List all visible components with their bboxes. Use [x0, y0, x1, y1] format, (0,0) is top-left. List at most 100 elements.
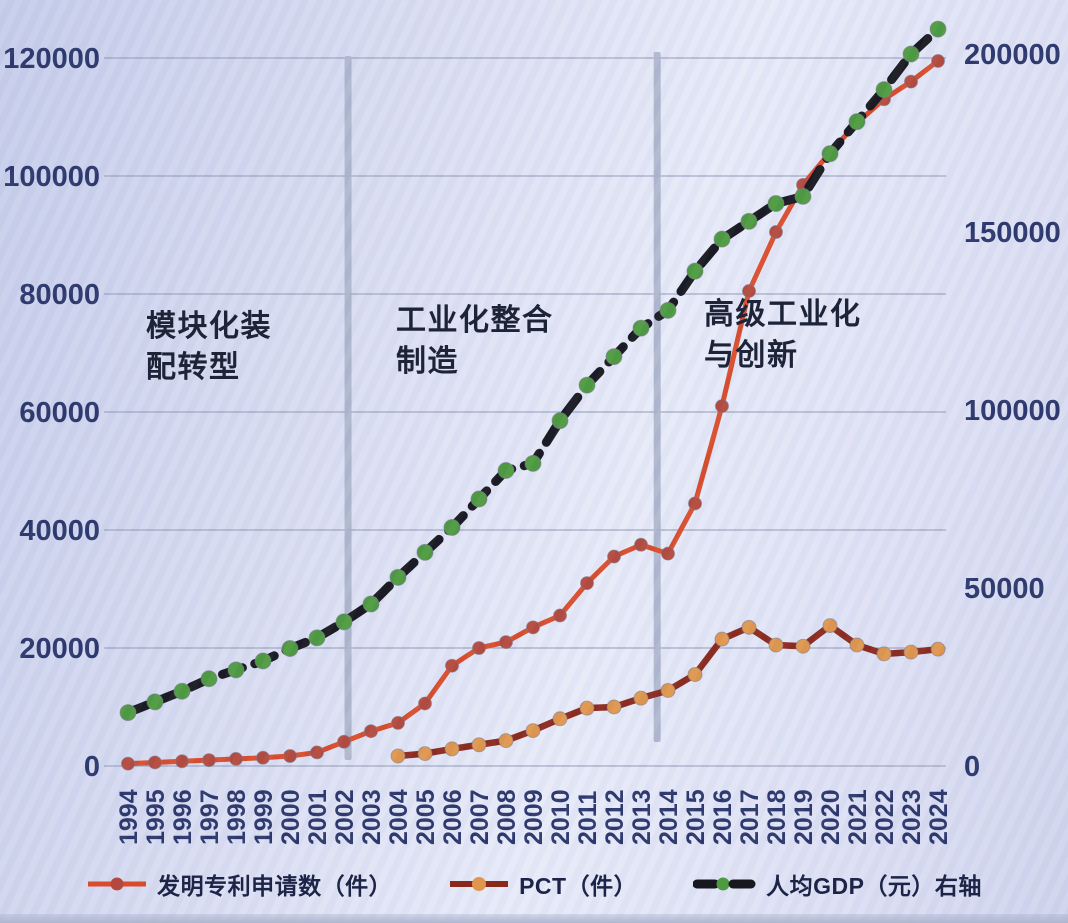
annotation-line: 与创新 [704, 339, 799, 372]
legend-dot [472, 877, 487, 891]
series-marker-gdp [470, 490, 488, 508]
series-marker-pct [714, 631, 730, 647]
series-marker-pct [498, 733, 514, 749]
series-marker-gdp [416, 543, 434, 561]
series-marker-patent [580, 576, 594, 591]
series-marker-pct [741, 619, 757, 635]
series-marker-gdp [308, 629, 326, 647]
series-marker-patent [418, 696, 432, 711]
x-axis-year-label: 2000 [277, 789, 305, 845]
x-axis-year-label: 1994 [115, 789, 143, 845]
series-marker-patent [661, 546, 675, 561]
series-marker-patent [931, 53, 945, 68]
annotation-phase-3: 高级工业化 与创新 [704, 294, 862, 376]
x-axis-year-label: 2006 [439, 789, 467, 845]
series-marker-gdp [686, 262, 704, 280]
series-marker-pct [822, 618, 838, 634]
x-axis-year-label: 2023 [898, 789, 926, 845]
x-axis-year-label: 2001 [304, 789, 332, 845]
series-marker-gdp [659, 301, 677, 319]
series-marker-pct [768, 637, 784, 653]
series-marker-patent [256, 750, 270, 765]
series-marker-patent [904, 74, 918, 89]
series-marker-patent [364, 724, 378, 739]
series-marker-gdp [713, 230, 731, 248]
series-marker-pct [552, 711, 568, 727]
x-axis-year-label: 2011 [574, 791, 602, 845]
series-marker-pct [390, 748, 406, 764]
series-marker-gdp [173, 682, 191, 700]
series-marker-pct [606, 699, 622, 715]
series-marker-gdp [875, 81, 893, 99]
series-marker-gdp [146, 693, 164, 711]
x-axis-year-label: 2019 [790, 789, 818, 845]
series-marker-pct [795, 638, 811, 654]
left-axis-tick-label: 20000 [19, 633, 100, 665]
series-marker-pct [903, 644, 919, 660]
x-axis-year-label: 2005 [412, 789, 440, 845]
series-marker-patent [121, 756, 135, 771]
x-axis-year-label: 2013 [628, 789, 656, 845]
right-axis-tick-label: 200000 [964, 39, 1061, 71]
series-marker-gdp [578, 376, 596, 394]
series-marker-pct [930, 641, 946, 657]
legend-label-pct: PCT（件） [519, 873, 638, 899]
phase-divider [344, 56, 352, 760]
series-marker-pct [633, 690, 649, 706]
series-marker-pct [444, 741, 460, 757]
x-axis-year-label: 2004 [385, 789, 413, 845]
legend-item-patent: 发明专利申请数（件） [86, 867, 392, 901]
series-marker-patent [553, 608, 567, 623]
x-axis-year-label: 1999 [250, 789, 278, 845]
series-marker-gdp [551, 412, 569, 430]
series-marker-gdp [254, 652, 272, 670]
x-axis-year-label: 2007 [466, 789, 494, 845]
left-axis-tick-label: 60000 [19, 397, 100, 429]
x-axis-year-label: 2018 [763, 789, 791, 845]
series-marker-patent [202, 753, 216, 768]
annotation-line: 模块化装 [146, 310, 272, 343]
series-marker-gdp [119, 704, 137, 722]
series-marker-patent [391, 715, 405, 730]
x-axis-year-label: 1995 [142, 789, 170, 845]
x-axis-year-label: 2002 [331, 789, 359, 845]
x-axis-year-label: 1996 [169, 789, 197, 845]
x-axis-year-label: 2014 [655, 789, 683, 845]
legend-dot [716, 877, 730, 891]
left-axis-tick-label: 120000 [3, 43, 100, 75]
legend: 发明专利申请数（件） PCT（件） 人均GDP（元）右轴 [0, 856, 1068, 912]
series-marker-pct [471, 737, 487, 753]
x-axis-year-label: 2012 [601, 789, 629, 845]
series-marker-patent [283, 748, 297, 763]
series-marker-patent [175, 754, 189, 769]
series-marker-pct [876, 646, 892, 662]
series-marker-gdp [335, 613, 353, 631]
legend-item-gdp: 人均GDP（元）右轴 [693, 867, 982, 901]
series-marker-patent [688, 496, 702, 511]
phase-divider [653, 52, 661, 742]
series-marker-gdp [362, 595, 380, 613]
annotation-phase-2: 工业化整合 制造 [396, 300, 554, 382]
series-marker-gdp [848, 113, 866, 131]
series-marker-gdp [794, 187, 812, 205]
series-marker-pct [525, 723, 541, 739]
series-marker-patent [499, 635, 513, 650]
series-marker-patent [310, 745, 324, 760]
right-axis-tick-label: 50000 [964, 573, 1045, 605]
annotation-line: 高级工业化 [704, 298, 862, 331]
series-marker-patent [715, 399, 729, 414]
x-axis-year-label: 2008 [493, 789, 521, 845]
series-marker-patent [337, 734, 351, 749]
screen-bottom-edge [0, 914, 1068, 923]
series-marker-patent [445, 658, 459, 673]
legend-dot [110, 877, 124, 891]
series-marker-pct [579, 700, 595, 716]
left-axis-tick-label: 80000 [19, 279, 100, 311]
left-axis-tick-label: 40000 [19, 515, 100, 547]
pct-series-legend-marker-icon [450, 877, 509, 891]
x-axis-year-label: 2021 [844, 789, 872, 845]
series-marker-pct [687, 667, 703, 683]
x-axis-year-label: 2009 [520, 789, 548, 845]
x-axis-year-label: 2024 [925, 789, 953, 845]
series-marker-gdp [821, 145, 839, 163]
